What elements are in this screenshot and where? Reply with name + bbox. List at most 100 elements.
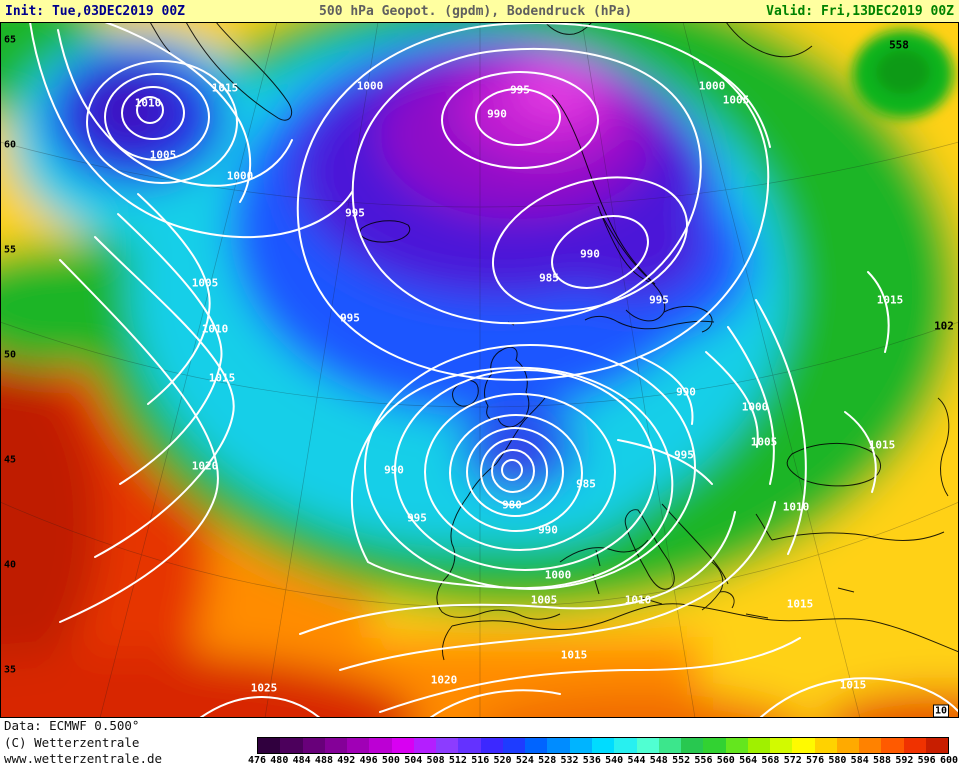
- colorbar-tick: 568: [761, 755, 780, 766]
- colorbar-tick: 560: [716, 755, 735, 766]
- colorbar-cell: [569, 738, 592, 753]
- colorbar-tick: 504: [404, 755, 423, 766]
- isobar-label: 1010: [624, 593, 652, 607]
- isobar-label: 1005: [191, 276, 219, 290]
- isobar-label: 1010: [134, 96, 162, 110]
- map-title: 500 hPa Geopot. (gpdm), Bodendruck (hPa): [319, 3, 633, 19]
- colorbar-tick: 532: [560, 755, 579, 766]
- isobar-label: 985: [576, 477, 596, 491]
- colorbar: 476 480 484 488 492 496 500 504 508 512 516 520 524 5…: [248, 737, 958, 769]
- latitude-label: 45: [3, 454, 17, 466]
- colorbar-cell: [480, 738, 503, 753]
- isobar-label: 990: [384, 463, 404, 477]
- colorbar-cell: [324, 738, 348, 753]
- isobar-label: 990: [580, 247, 600, 261]
- isobar-label: 1015: [868, 438, 896, 452]
- isobar-label: 980: [502, 498, 522, 512]
- isobar-label: 1015: [876, 293, 904, 307]
- colorbar-cell: [347, 738, 370, 753]
- colorbar-tick: 600: [939, 755, 959, 766]
- colorbar-tick: 520: [493, 755, 512, 766]
- isobar-label: 1020: [191, 459, 219, 473]
- colorbar-tick: 564: [739, 755, 758, 766]
- graticule: [0, 22, 959, 718]
- map-header: Init: Tue,03DEC2019 00Z 500 hPa Geopot. …: [0, 0, 959, 22]
- latitude-label: 65: [3, 34, 17, 46]
- isobar-label: 1020: [430, 673, 458, 687]
- colorbar-cell: [413, 738, 437, 753]
- colorbar-cell: [525, 738, 548, 753]
- isobar-label: 995: [649, 293, 669, 307]
- isobar-label: 1000: [698, 79, 726, 93]
- geopotential-color-field: [0, 22, 959, 718]
- isobar-label: 1015: [560, 648, 588, 662]
- isobars: [29, 22, 959, 718]
- isobar-label: 990: [487, 107, 507, 121]
- colorbar-tick: 592: [895, 755, 914, 766]
- colorbar-tick: 492: [337, 755, 356, 766]
- isobar-label: 1000: [226, 169, 254, 183]
- isobar-label: 1005: [750, 435, 778, 449]
- colorbar-ticks: 476 480 484 488 492 496 500 504 508 512 516 520 524 5…: [248, 755, 958, 768]
- colorbar-tick: 508: [426, 755, 445, 766]
- isobar-label: 990: [538, 523, 558, 537]
- isobar-label: 995: [345, 206, 365, 220]
- map-footer: Data: ECMWF 0.500° (C) Wetterzentrale ww…: [0, 718, 959, 770]
- isobar-label: 1015: [786, 597, 814, 611]
- colorbar-tick: 584: [850, 755, 869, 766]
- colorbar-cell: [703, 738, 726, 753]
- isobar-label: 1000: [356, 79, 384, 93]
- colorbar-tick: 512: [448, 755, 467, 766]
- colorbar-cell: [814, 738, 837, 753]
- height-label: 102: [934, 319, 954, 333]
- colorbar-tick: 556: [694, 755, 713, 766]
- colorbar-cell: [681, 738, 704, 753]
- colorbar-tick: 536: [582, 755, 601, 766]
- colorbar-cell: [614, 738, 637, 753]
- colorbar-cell: [925, 738, 949, 753]
- colorbar-tick: 596: [917, 755, 936, 766]
- colorbar-tick: 544: [627, 755, 646, 766]
- colorbar-cell: [280, 738, 303, 753]
- colorbar-tick: 496: [359, 755, 378, 766]
- isobar-label: 1015: [211, 81, 239, 95]
- isobar-label: 1005: [722, 93, 750, 107]
- isobar-label: 995: [510, 83, 530, 97]
- colorbar-tick: 588: [873, 755, 892, 766]
- colorbar-tick: 476: [247, 755, 267, 766]
- colorbar-tick: 484: [292, 755, 311, 766]
- isobar-label: 1015: [839, 678, 867, 692]
- colorbar-tick: 548: [649, 755, 668, 766]
- latitude-label: 40: [3, 559, 17, 571]
- attribution-block: Data: ECMWF 0.500° (C) Wetterzentrale ww…: [4, 718, 162, 768]
- isobar-label: 995: [674, 448, 694, 462]
- colorbar-tick: 540: [605, 755, 624, 766]
- init-time-label: Init: Tue,03DEC2019 00Z: [5, 3, 186, 19]
- latitude-label: 50: [3, 349, 17, 361]
- colorbar-tick: 488: [314, 755, 333, 766]
- isobar-label: 1010: [782, 500, 810, 514]
- isobar-label: 995: [340, 311, 360, 325]
- data-source-label: Data: ECMWF 0.500°: [4, 718, 140, 733]
- colorbar-tick: 528: [538, 755, 557, 766]
- colorbar-cell: [881, 738, 904, 753]
- weather-field-svg: [0, 22, 959, 718]
- colorbar-cell: [302, 738, 325, 753]
- height-label: 558: [889, 38, 909, 52]
- colorbar-cell: [502, 738, 526, 753]
- colorbar-cell: [836, 738, 860, 753]
- isobar-label: 1010: [201, 322, 229, 336]
- corner-label: 10: [932, 704, 950, 718]
- valid-time-label: Valid: Fri,13DEC2019 00Z: [766, 3, 954, 19]
- colorbar-cell: [391, 738, 414, 753]
- colorbar-cell: [258, 738, 281, 753]
- colorbar-tick: 516: [471, 755, 490, 766]
- colorbar-cell: [859, 738, 882, 753]
- height-maximum-cell: [853, 30, 953, 118]
- latitude-label: 60: [3, 139, 17, 151]
- isobar-label: 995: [407, 511, 427, 525]
- colorbar-tick: 524: [515, 755, 534, 766]
- isobar-label: 1005: [530, 593, 558, 607]
- isobar-label: 1000: [741, 400, 769, 414]
